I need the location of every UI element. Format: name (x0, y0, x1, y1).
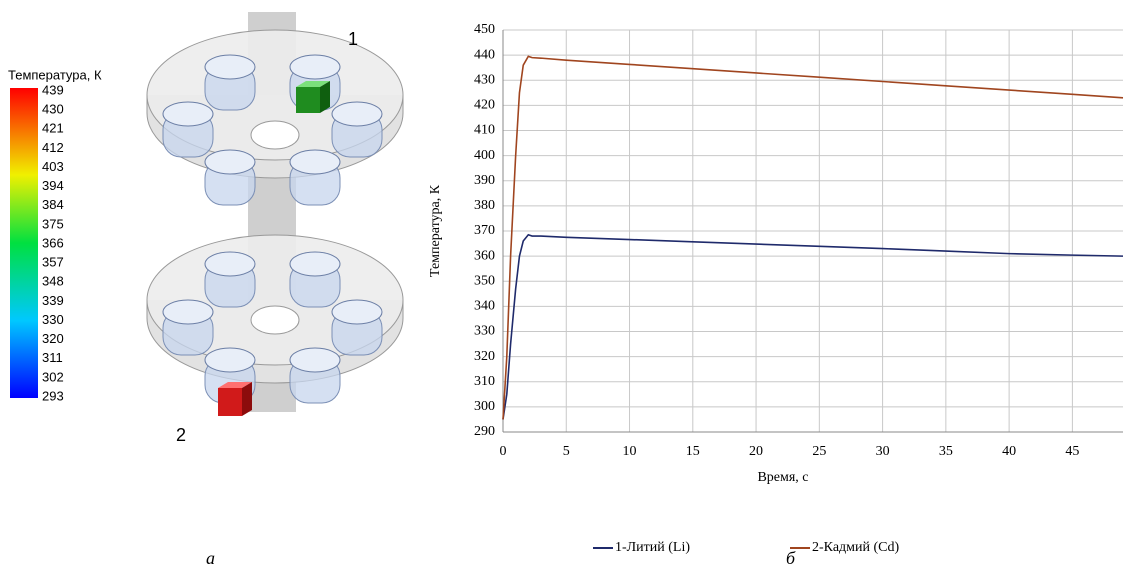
colorbar-tick-label: 293 (42, 388, 64, 403)
colorbar-tick-label: 311 (42, 350, 63, 365)
legend-label: 2-Кадмий (Cd) (812, 540, 899, 555)
x-tick-label: 20 (749, 444, 763, 459)
y-tick-label: 360 (474, 248, 495, 263)
x-tick-label: 0 (500, 444, 507, 459)
x-tick-label: 30 (876, 444, 890, 459)
render-label: 1 (348, 29, 358, 49)
y-tick-label: 340 (474, 299, 495, 314)
y-tick-label: 310 (474, 374, 495, 389)
y-tick-label: 430 (474, 72, 495, 87)
colorbar: Температура, К (8, 67, 102, 398)
colorbar-tick-label: 421 (42, 121, 64, 136)
y-tick-label: 390 (474, 173, 495, 188)
x-tick-label: 10 (623, 444, 637, 459)
y-tick-label: 400 (474, 148, 495, 163)
hole (251, 306, 299, 334)
y-tick-label: 290 (474, 424, 495, 439)
x-tick-label: 40 (1002, 444, 1016, 459)
colorbar-title: Температура, К (8, 67, 102, 82)
y-tick-label: 440 (474, 47, 495, 62)
y-tick-label: 300 (474, 399, 495, 414)
y-tick-label: 350 (474, 273, 495, 288)
y-tick-label: 420 (474, 98, 495, 113)
x-tick-label: 25 (812, 444, 826, 459)
colorbar-tick-label: 394 (42, 178, 64, 193)
x-axis-label: Время, с (757, 470, 808, 485)
panel-label: б (786, 548, 796, 568)
y-tick-label: 320 (474, 349, 495, 364)
legend-label: 1-Литий (Li) (615, 540, 690, 555)
colorbar-tick-label: 439 (42, 82, 64, 97)
y-tick-label: 450 (474, 22, 495, 37)
y-axis-label: Температура, К (428, 184, 443, 277)
colorbar-tick-label: 403 (42, 159, 64, 174)
colorbar-tick-label: 412 (42, 140, 64, 155)
y-tick-label: 380 (474, 198, 495, 213)
colorbar-gradient (10, 88, 38, 398)
colorbar-tick-label: 430 (42, 102, 64, 117)
colorbar-tick-label: 357 (42, 255, 64, 270)
x-tick-label: 45 (1065, 444, 1079, 459)
hole (251, 121, 299, 149)
x-tick-label: 15 (686, 444, 700, 459)
colorbar-tick-label: 375 (42, 216, 64, 231)
colorbar-tick-label: 330 (42, 312, 64, 327)
series-line (503, 235, 1123, 420)
panel-label: а (206, 548, 215, 568)
figure: Температура, К 1 2 (0, 0, 1126, 569)
colorbar-tick-label: 339 (42, 293, 64, 308)
render-3d: 1 2 (147, 12, 403, 445)
y-tick-label: 330 (474, 324, 495, 339)
render-label: 2 (176, 425, 186, 445)
y-tick-label: 370 (474, 223, 495, 238)
x-tick-label: 35 (939, 444, 953, 459)
colorbar-tick-label: 302 (42, 369, 64, 384)
colorbar-tick-label: 366 (42, 235, 64, 250)
colorbar-tick-label: 384 (42, 197, 64, 212)
colorbar-tick-label: 348 (42, 274, 64, 289)
x-tick-label: 5 (563, 444, 570, 459)
y-tick-label: 410 (474, 123, 495, 138)
colorbar-tick-label: 320 (42, 331, 64, 346)
